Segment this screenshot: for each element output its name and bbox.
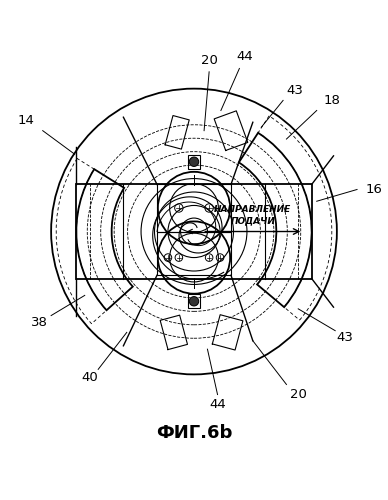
Bar <box>188 294 200 308</box>
Text: 38: 38 <box>31 316 48 329</box>
Text: 14: 14 <box>17 114 35 127</box>
Text: 20: 20 <box>201 54 218 66</box>
Bar <box>157 232 231 275</box>
Text: 43: 43 <box>286 84 303 97</box>
Text: 20: 20 <box>290 388 307 401</box>
Text: 44: 44 <box>236 50 253 63</box>
Text: 44: 44 <box>209 398 226 411</box>
Text: 40: 40 <box>81 371 98 384</box>
Circle shape <box>189 296 199 306</box>
Bar <box>76 184 312 278</box>
Text: 16: 16 <box>365 183 382 196</box>
Circle shape <box>189 157 199 166</box>
Text: ФИГ.6b: ФИГ.6b <box>156 424 232 442</box>
Text: 43: 43 <box>337 331 354 344</box>
Bar <box>188 154 200 169</box>
Text: 18: 18 <box>323 94 340 107</box>
Text: НАПРАВЛЕНИЕ
ПОДАЧИ: НАПРАВЛЕНИЕ ПОДАЧИ <box>214 206 291 225</box>
Bar <box>157 184 231 232</box>
